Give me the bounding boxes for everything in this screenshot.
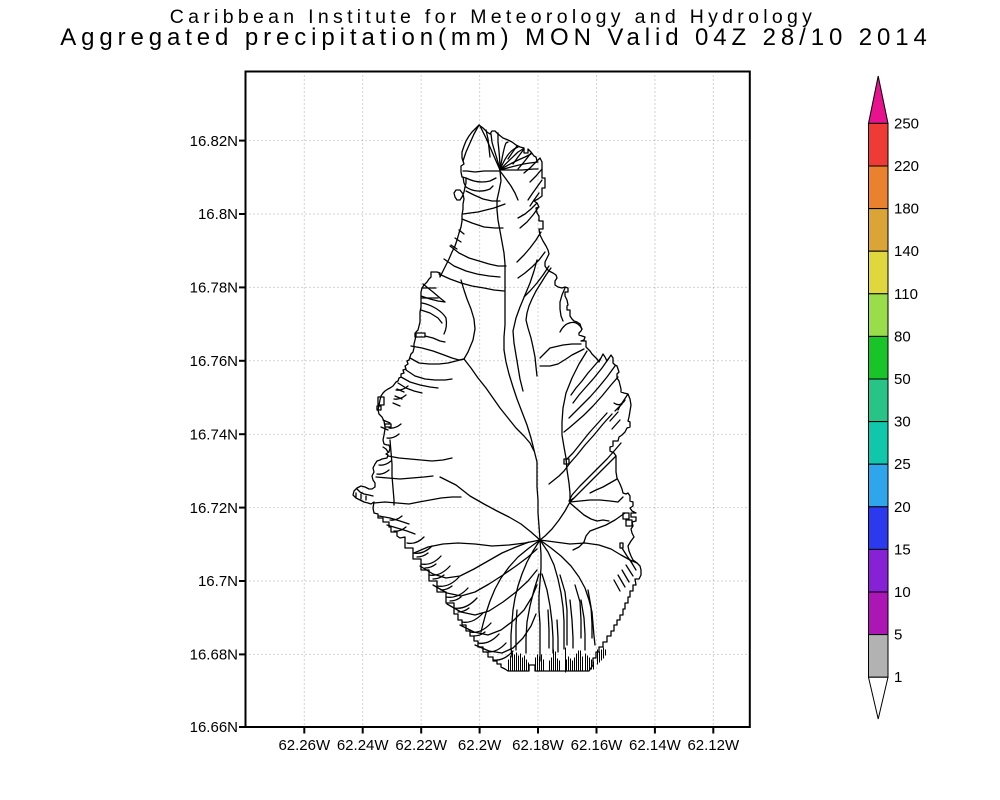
svg-text:16.66N: 16.66N [190, 719, 238, 736]
svg-text:62.16W: 62.16W [571, 737, 624, 754]
svg-text:16.76N: 16.76N [190, 353, 238, 370]
svg-text:62.14W: 62.14W [629, 737, 682, 754]
svg-text:16.7N: 16.7N [198, 573, 238, 590]
svg-text:10: 10 [894, 584, 911, 601]
svg-text:1: 1 [894, 669, 902, 686]
svg-text:140: 140 [894, 243, 919, 260]
svg-text:30: 30 [894, 414, 911, 431]
svg-text:180: 180 [894, 201, 919, 218]
svg-text:62.2W: 62.2W [458, 737, 502, 754]
svg-text:5: 5 [894, 627, 902, 644]
svg-text:Caribbean Institute for Meteor: Caribbean Institute for Meteorology and … [170, 6, 816, 28]
svg-text:62.12W: 62.12W [687, 737, 740, 754]
svg-text:16.82N: 16.82N [190, 133, 238, 150]
svg-text:20: 20 [894, 499, 911, 516]
svg-text:16.68N: 16.68N [190, 647, 238, 664]
svg-text:110: 110 [894, 286, 918, 303]
svg-text:16.74N: 16.74N [190, 426, 238, 443]
svg-text:25: 25 [894, 456, 911, 473]
svg-text:62.24W: 62.24W [337, 737, 390, 754]
svg-text:16.72N: 16.72N [190, 500, 238, 517]
svg-text:16.78N: 16.78N [190, 280, 238, 297]
svg-text:Aggregated precipitation(mm) M: Aggregated precipitation(mm) MON Valid 0… [60, 24, 932, 51]
svg-text:50: 50 [894, 371, 911, 388]
svg-text:220: 220 [894, 158, 919, 175]
svg-text:250: 250 [894, 115, 919, 132]
svg-text:15: 15 [894, 541, 911, 558]
svg-text:80: 80 [894, 328, 911, 345]
svg-text:62.22W: 62.22W [395, 737, 448, 754]
svg-text:62.18W: 62.18W [512, 737, 565, 754]
svg-text:16.8N: 16.8N [198, 206, 238, 223]
svg-text:62.26W: 62.26W [278, 737, 331, 754]
